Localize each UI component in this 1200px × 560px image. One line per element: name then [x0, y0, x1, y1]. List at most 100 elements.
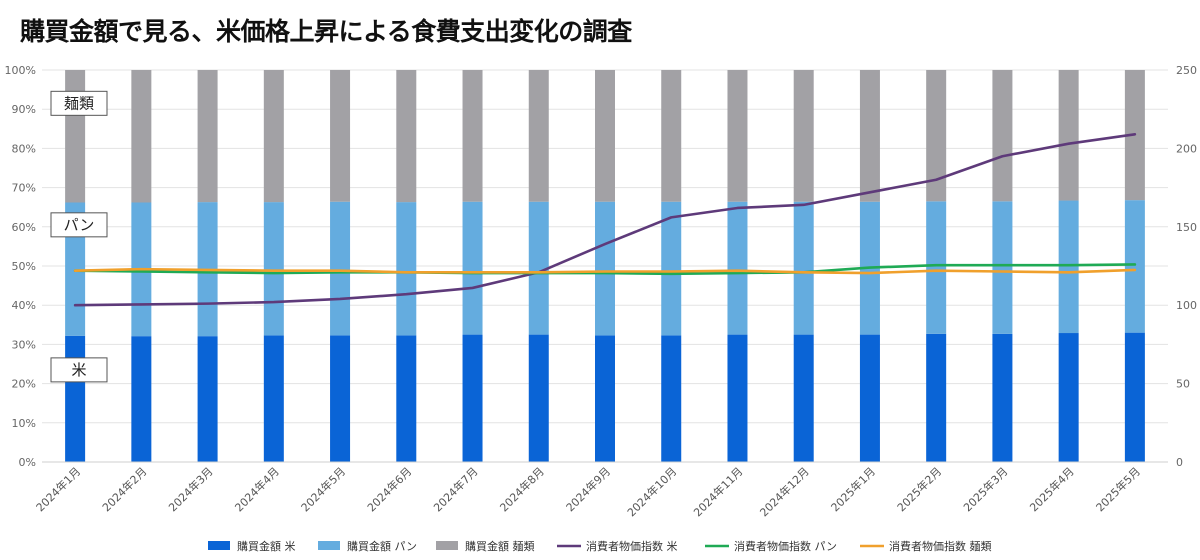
- legend-label: 購買金額 米: [237, 539, 296, 553]
- bar-segment: [926, 201, 947, 334]
- y-right-tick-label: 200: [1176, 142, 1197, 155]
- legend-label: 購買金額 パン: [347, 539, 417, 553]
- legend-item: 購買金額 パン: [318, 539, 417, 553]
- x-tick-label: 2024年1月: [33, 464, 83, 514]
- x-tick-label: 2024年10月: [624, 464, 679, 519]
- x-axis: 2024年1月 2024年2月 2024年3月 2024年4月 2024年5月 2024年…: [33, 461, 1168, 519]
- bar-segment: [263, 202, 284, 336]
- legend-swatch: [208, 541, 230, 550]
- legend-item: 購買金額 麺類: [436, 539, 535, 553]
- legend-label: 消費者物価指数 米: [586, 539, 678, 553]
- series-line: [73, 263, 1137, 276]
- callout-box: 米: [50, 357, 108, 383]
- series-line: [73, 267, 1137, 275]
- x-tick-label: 2025年4月: [1027, 464, 1077, 514]
- bar-segment: [992, 70, 1013, 202]
- legend-item: 消費者物価指数 米: [557, 539, 678, 553]
- bar-segment: [330, 335, 351, 462]
- bar-segment: [661, 70, 682, 202]
- bar-segment: [661, 335, 682, 462]
- x-tick-label: 2024年7月: [430, 464, 480, 514]
- y-left-tick-label: 10%: [12, 417, 36, 430]
- legend-item: 消費者物価指数 パン: [705, 539, 837, 553]
- y-left-tick-label: 100%: [5, 64, 36, 77]
- bar-segment: [528, 70, 549, 202]
- bar-segment: [263, 70, 284, 203]
- bar-segment: [727, 334, 748, 462]
- bar-segment: [1124, 332, 1145, 462]
- bar-segment: [462, 334, 483, 462]
- bar-segment: [926, 333, 947, 462]
- x-tick-label: 2025年2月: [894, 464, 944, 514]
- y-right-tick-label: 250: [1176, 64, 1197, 77]
- bar-segment: [131, 336, 152, 462]
- bar-segment: [1058, 70, 1079, 201]
- bar-segment: [462, 70, 483, 202]
- y-left-tick-label: 50%: [12, 260, 36, 273]
- bar-segment: [462, 201, 483, 335]
- legend-label: 消費者物価指数 パン: [734, 539, 837, 553]
- x-tick-label: 2025年1月: [828, 464, 878, 514]
- bar-segment: [595, 335, 615, 462]
- y-left-tick-label: 40%: [12, 299, 36, 312]
- bar-segment: [859, 70, 880, 202]
- legend-label: 消費者物価指数 麺類: [889, 539, 992, 553]
- callout-box: パン: [50, 212, 108, 238]
- bar-segment: [992, 333, 1013, 462]
- bar-segment: [528, 201, 549, 335]
- bar-segment: [595, 70, 615, 202]
- bar-segment: [65, 70, 86, 203]
- bar-segment: [595, 201, 615, 336]
- bar-segment: [727, 70, 748, 202]
- chart-title: 購買金額で見る、米価格上昇による食費支出変化の調査: [20, 17, 632, 46]
- x-tick-label: 2024年8月: [497, 464, 547, 514]
- bar-segment: [263, 335, 284, 462]
- y-left-tick-label: 30%: [12, 338, 36, 351]
- bar-segment: [1058, 333, 1079, 462]
- line-layer: [73, 132, 1137, 307]
- x-tick-label: 2024年12月: [757, 464, 812, 519]
- y-axis-right: 0 50 100 150 200 250: [1176, 64, 1197, 469]
- bar-segment: [197, 70, 218, 203]
- legend-item: 消費者物価指数 麺類: [860, 539, 992, 553]
- bar-segment: [65, 335, 86, 462]
- bar-segment: [793, 334, 814, 462]
- legend-label: 購買金額 麺類: [465, 539, 535, 553]
- bar-segment: [992, 201, 1013, 334]
- legend-swatch: [436, 541, 458, 550]
- x-tick-label: 2024年4月: [232, 464, 282, 514]
- y-left-tick-label: 80%: [12, 142, 36, 155]
- x-tick-label: 2024年6月: [364, 464, 414, 514]
- y-left-tick-label: 20%: [12, 378, 36, 391]
- legend-item: 購買金額 米: [208, 539, 296, 553]
- bar-segment: [396, 335, 417, 462]
- callout-border: [50, 90, 108, 116]
- bar-segment: [197, 336, 218, 462]
- bar-segment: [330, 201, 351, 336]
- y-right-tick-label: 0: [1176, 456, 1183, 469]
- y-left-tick-label: 90%: [12, 103, 36, 116]
- bar-segment: [396, 70, 417, 203]
- bar-segment: [859, 334, 880, 462]
- y-left-tick-label: 0%: [19, 456, 36, 469]
- callout-text: パン: [64, 216, 95, 234]
- bar-segment: [793, 70, 814, 202]
- bar-segment: [1058, 200, 1079, 334]
- y-left-tick-label: 70%: [12, 182, 36, 195]
- x-tick-label: 2024年11月: [690, 464, 745, 519]
- y-right-tick-label: 150: [1176, 221, 1197, 234]
- bar-segment: [131, 70, 152, 203]
- bar-segment: [926, 70, 947, 202]
- x-tick-label: 2024年3月: [166, 464, 216, 514]
- series-line: [73, 132, 1137, 307]
- callout-border: [50, 357, 108, 383]
- y-right-tick-label: 100: [1176, 299, 1197, 312]
- bar-segment: [661, 201, 682, 336]
- x-tick-label: 2024年2月: [99, 464, 149, 514]
- callout-box: 麺類: [50, 90, 108, 116]
- legend: 購買金額 米 購買金額 パン 購買金額 麺類 消費者物価指数 米 消費者物価指数 パン 消…: [208, 539, 992, 553]
- bar-segment: [1124, 200, 1145, 333]
- callout-text: 麺類: [64, 94, 94, 112]
- bar-segment: [727, 201, 748, 335]
